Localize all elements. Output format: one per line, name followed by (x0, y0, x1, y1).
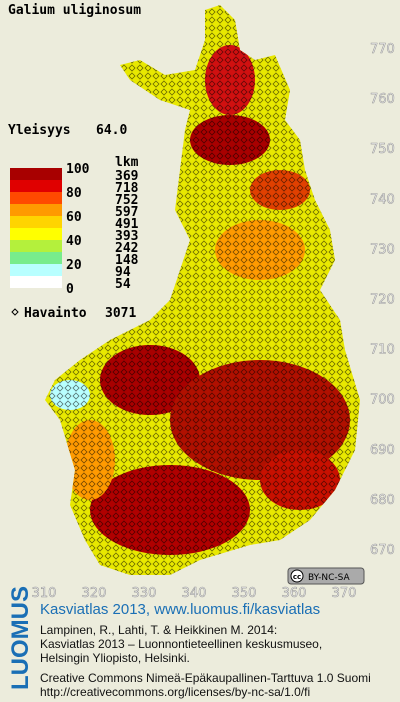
legend-swatch (10, 180, 62, 192)
citation-line: Lampinen, R., Lahti, T. & Heikkinen M. 2… (40, 623, 277, 637)
license-badge-text: BY-NC-SA (308, 573, 351, 583)
legend-swatch (10, 192, 62, 204)
x-grid-label: 330 (132, 586, 157, 601)
legend-count: 148 (115, 253, 139, 268)
legend-swatch (10, 252, 62, 264)
svg-text:cc: cc (293, 573, 301, 581)
legend-count: 242 (115, 241, 138, 256)
legend-swatch (10, 216, 62, 228)
legend-swatch (10, 276, 62, 288)
grid-labels: 770 760 750 740 730 720 710 700 690 680 670 310 320 3… (31, 42, 395, 602)
y-grid-label: 750 (370, 142, 395, 157)
y-grid-label: 730 (370, 242, 395, 257)
legend-count: 718 (115, 181, 139, 196)
legend-count: 393 (115, 229, 138, 244)
legend-count: 597 (115, 205, 138, 220)
observation-value: 3071 (105, 306, 136, 321)
license-badge: cc BY-NC-SA (287, 567, 365, 585)
count-heading: lkm (115, 155, 139, 170)
species-title: Galium uliginosum (8, 3, 141, 18)
brand: LUOMUS (7, 586, 34, 690)
x-grid-label: 370 (332, 586, 357, 601)
legend-swatch (10, 240, 62, 252)
y-grid-label: 690 (370, 443, 395, 458)
citation-line: Helsingin Yliopisto, Helsinki. (40, 651, 190, 665)
y-grid-label: 740 (370, 192, 395, 207)
y-grid-label: 680 (370, 493, 395, 508)
y-grid-label: 770 (370, 42, 395, 57)
y-grid-label: 710 (370, 343, 395, 358)
y-grid-label: 760 (370, 92, 395, 107)
x-grid-label: 310 (32, 586, 57, 601)
license-line: Creative Commons Nimeä-Epäkaupallinen-Ta… (40, 671, 371, 685)
footer-heading: Kasviatlas 2013, www.luomus.fi/kasviatla… (40, 601, 320, 618)
legend-count: 94 (115, 265, 131, 280)
footer-text: Lampinen, R., Lahti, T. & Heikkinen M. 2… (40, 623, 371, 699)
observation-symbol (11, 308, 19, 316)
observation-label: Havainto (24, 306, 87, 321)
x-grid-label: 350 (232, 586, 257, 601)
legend-scale-label: 20 (66, 258, 82, 273)
y-grid-label: 720 (370, 293, 395, 308)
x-grid-label: 320 (82, 586, 107, 601)
legend-scale-label: 60 (66, 210, 82, 225)
y-grid-label: 670 (370, 543, 395, 558)
frequency-value: 64.0 (96, 123, 127, 138)
legend-count: 491 (115, 217, 139, 232)
frequency-label: Yleisyys (8, 123, 71, 138)
x-grid-label: 360 (282, 586, 307, 601)
legend-swatch (10, 228, 62, 240)
citation-line: Kasviatlas 2013 – Luonnontieteellinen ke… (40, 637, 322, 651)
legend-swatch (10, 264, 62, 276)
x-grid-label: 340 (182, 586, 207, 601)
legend-swatch (10, 204, 62, 216)
legend-scale-label: 40 (66, 234, 82, 249)
legend-scale-label: 100 (66, 162, 90, 177)
legend-count: 54 (115, 277, 131, 292)
distribution-map (45, 5, 360, 575)
license-line: http://creativecommons.org/licenses/by-n… (40, 685, 310, 699)
legend-count: 369 (115, 169, 138, 184)
y-grid-label: 700 (370, 393, 395, 408)
legend-count: 752 (115, 193, 138, 208)
legend-scale-label: 80 (66, 186, 82, 201)
legend-scale-label: 0 (66, 282, 74, 297)
legend-swatch (10, 168, 62, 180)
